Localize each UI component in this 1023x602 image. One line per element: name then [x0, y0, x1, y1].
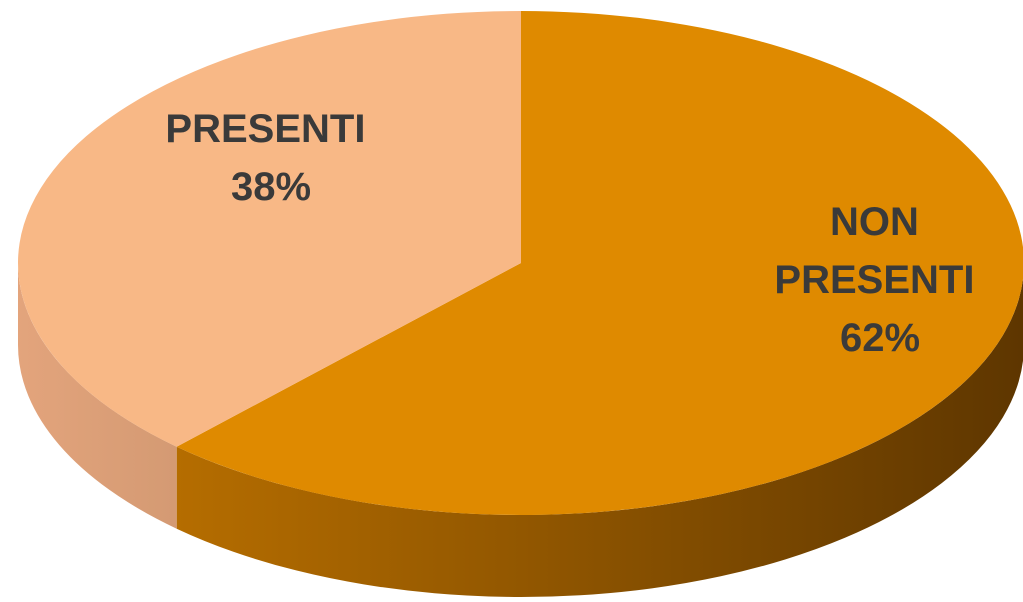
label-line: PRESENTI: [774, 258, 974, 302]
slice-top-non-presenti: [176, 11, 1023, 515]
slice-label-non-presenti: NON PRESENTI 62%: [774, 200, 985, 360]
pie-labels: NON PRESENTI 62% PRESENTI 38%: [165, 107, 985, 360]
label-line: NON: [830, 200, 919, 244]
slice-side-0: [176, 278, 1023, 597]
label-line: 38%: [231, 165, 311, 209]
slice-top-presenti: [17, 10, 521, 447]
slice-side-1: [18, 263, 177, 529]
slice-label-presenti: PRESENTI 38%: [165, 107, 376, 209]
pie-tops: [17, 10, 1023, 515]
label-line: 62%: [840, 316, 920, 360]
label-line: PRESENTI: [165, 107, 365, 151]
pie-sides: [18, 263, 1023, 597]
